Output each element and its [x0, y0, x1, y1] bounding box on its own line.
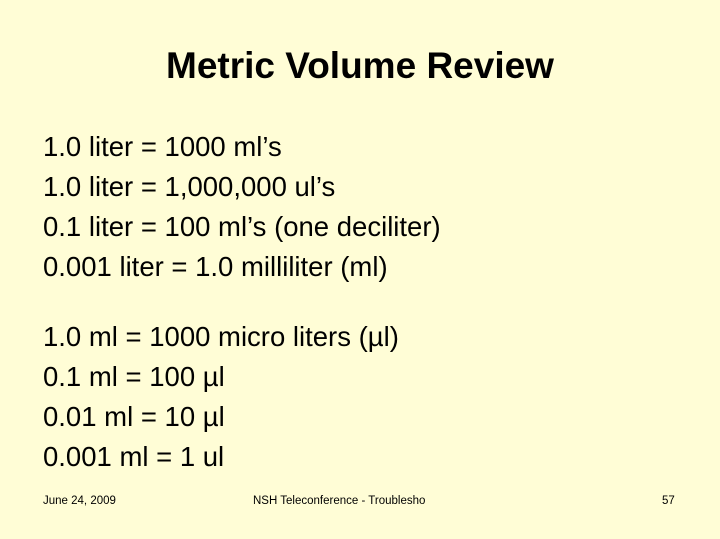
text-line: 0.001 ml = 1 ul: [43, 441, 225, 472]
footer-title: NSH Teleconference - Troublesho: [253, 495, 426, 507]
text-line: 1.0 ml = 1000 micro liters (µl): [43, 321, 399, 352]
text-line: 1.0 liter = 1000 ml’s: [43, 131, 282, 162]
text-line: 0.01 ml = 10 µl: [43, 401, 225, 432]
text-line: 0.1 liter = 100 ml’s (one deciliter): [43, 211, 441, 242]
footer-date: June 24, 2009: [43, 495, 116, 507]
text-line: 0.001 liter = 1.0 milliliter (ml): [43, 251, 388, 282]
footer-page-number: 57: [662, 495, 675, 507]
text-line: 1.0 liter = 1,000,000 ul’s: [43, 171, 336, 202]
slide-title: Metric Volume Review: [166, 45, 554, 86]
text-line: 0.1 ml = 100 µl: [43, 361, 225, 392]
